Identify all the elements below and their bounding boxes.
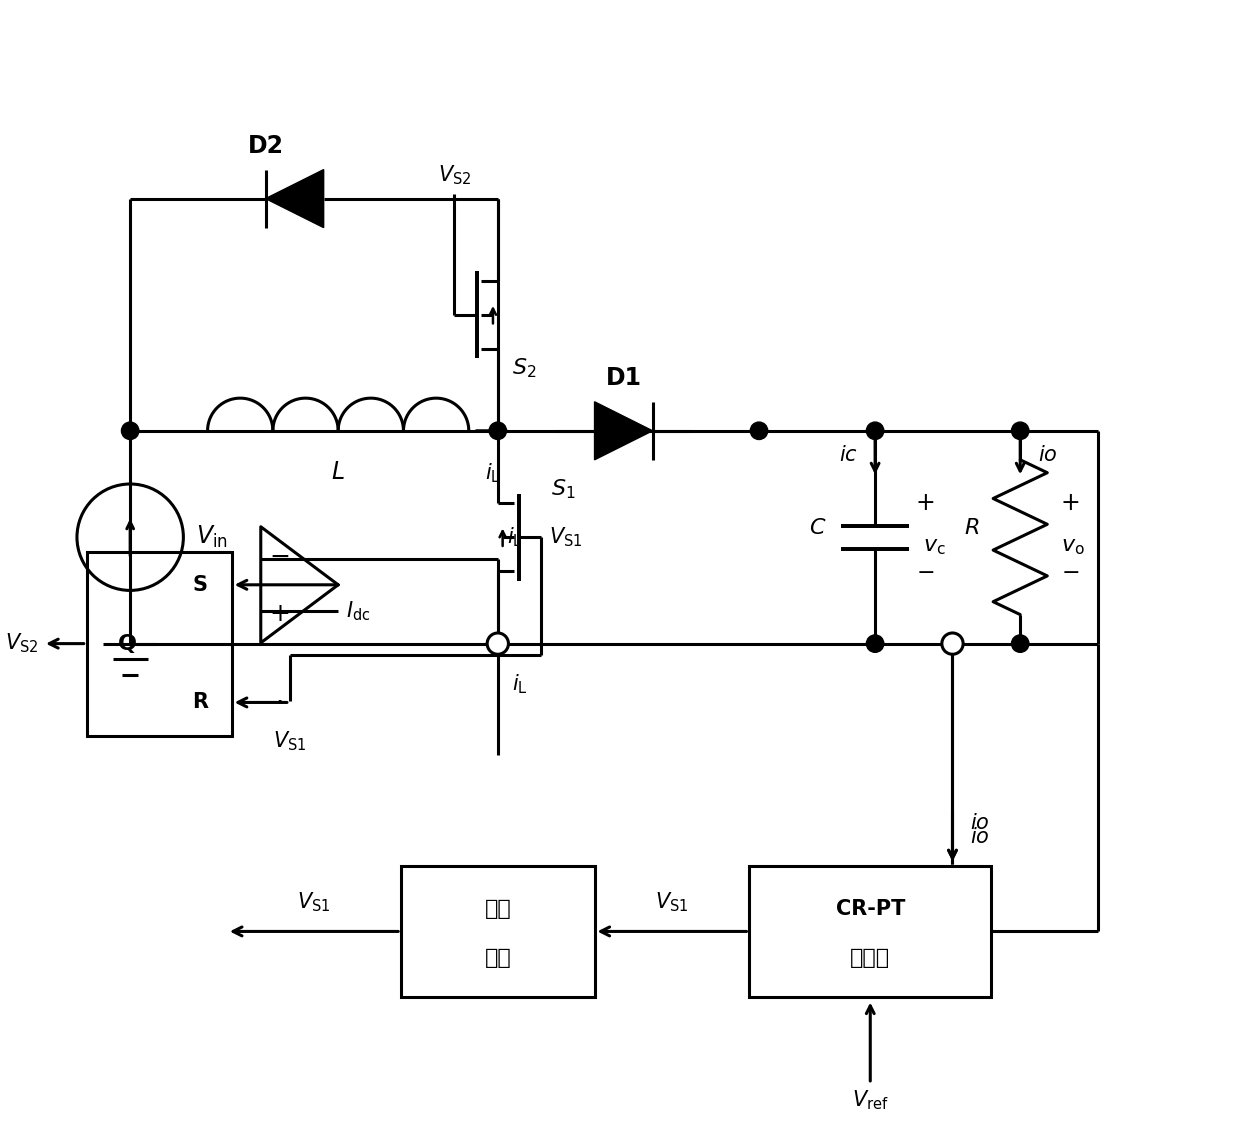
Text: $io$: $io$ (1038, 445, 1058, 465)
Text: 驱动: 驱动 (485, 900, 511, 919)
Text: Q: Q (118, 634, 136, 653)
Text: $V_{\rm S1}$: $V_{\rm S1}$ (655, 890, 688, 915)
Text: $R$: $R$ (965, 518, 980, 537)
Text: $V_{\rm in}$: $V_{\rm in}$ (196, 524, 228, 550)
Text: $i_{\rm L}$: $i_{\rm L}$ (507, 525, 523, 549)
Text: +: + (915, 492, 935, 516)
Text: $io$: $io$ (970, 813, 990, 833)
Text: $v_{\rm c}$: $v_{\rm c}$ (924, 536, 946, 557)
Text: CR-PT: CR-PT (836, 900, 905, 919)
Text: 电路: 电路 (485, 948, 511, 967)
Text: $S_1$: $S_1$ (551, 477, 575, 501)
Circle shape (122, 422, 139, 440)
Text: $ic$: $ic$ (838, 445, 858, 465)
Text: $V_{\rm S2}$: $V_{\rm S2}$ (438, 164, 471, 187)
Bar (401, 866, 594, 997)
Circle shape (1012, 422, 1029, 440)
Text: $V_{\rm S1}$: $V_{\rm S1}$ (549, 525, 583, 549)
Circle shape (489, 635, 506, 652)
Circle shape (867, 422, 884, 440)
Polygon shape (594, 402, 652, 460)
Text: $-$: $-$ (915, 562, 934, 581)
Text: $V_{\rm ref}$: $V_{\rm ref}$ (852, 1089, 889, 1113)
Circle shape (750, 422, 768, 440)
Text: $i_{\rm L}$: $i_{\rm L}$ (485, 462, 501, 486)
Text: $V_{\rm S1}$: $V_{\rm S1}$ (273, 730, 306, 753)
Polygon shape (265, 170, 324, 228)
Text: $S_2$: $S_2$ (512, 356, 537, 379)
Text: $i_{\rm L}$: $i_{\rm L}$ (512, 673, 528, 697)
Circle shape (487, 633, 508, 654)
Text: $+$: $+$ (269, 602, 289, 626)
Text: D1: D1 (605, 367, 641, 390)
Text: $V_{\rm S1}$: $V_{\rm S1}$ (298, 890, 331, 915)
Circle shape (867, 635, 884, 652)
Circle shape (489, 422, 506, 440)
Text: S: S (192, 575, 207, 595)
Text: R: R (192, 692, 208, 713)
Circle shape (942, 633, 963, 654)
Text: $V_{\rm S2}$: $V_{\rm S2}$ (5, 631, 38, 656)
Text: $v_{\rm o}$: $v_{\rm o}$ (1061, 536, 1085, 557)
Text: 控制器: 控制器 (851, 948, 890, 967)
Text: $L$: $L$ (331, 460, 345, 484)
Text: $-$: $-$ (269, 544, 289, 567)
Text: $C$: $C$ (810, 518, 827, 537)
Text: $I_{\rm dc}$: $I_{\rm dc}$ (346, 599, 371, 622)
Text: +: + (1061, 492, 1080, 516)
Text: D2: D2 (248, 134, 284, 158)
Text: $-$: $-$ (1061, 562, 1079, 581)
Text: $io$: $io$ (970, 827, 990, 847)
Circle shape (1012, 635, 1029, 652)
Bar (87, 551, 232, 736)
Text: $\cdot$: $\cdot$ (274, 690, 281, 715)
Bar (749, 866, 991, 997)
